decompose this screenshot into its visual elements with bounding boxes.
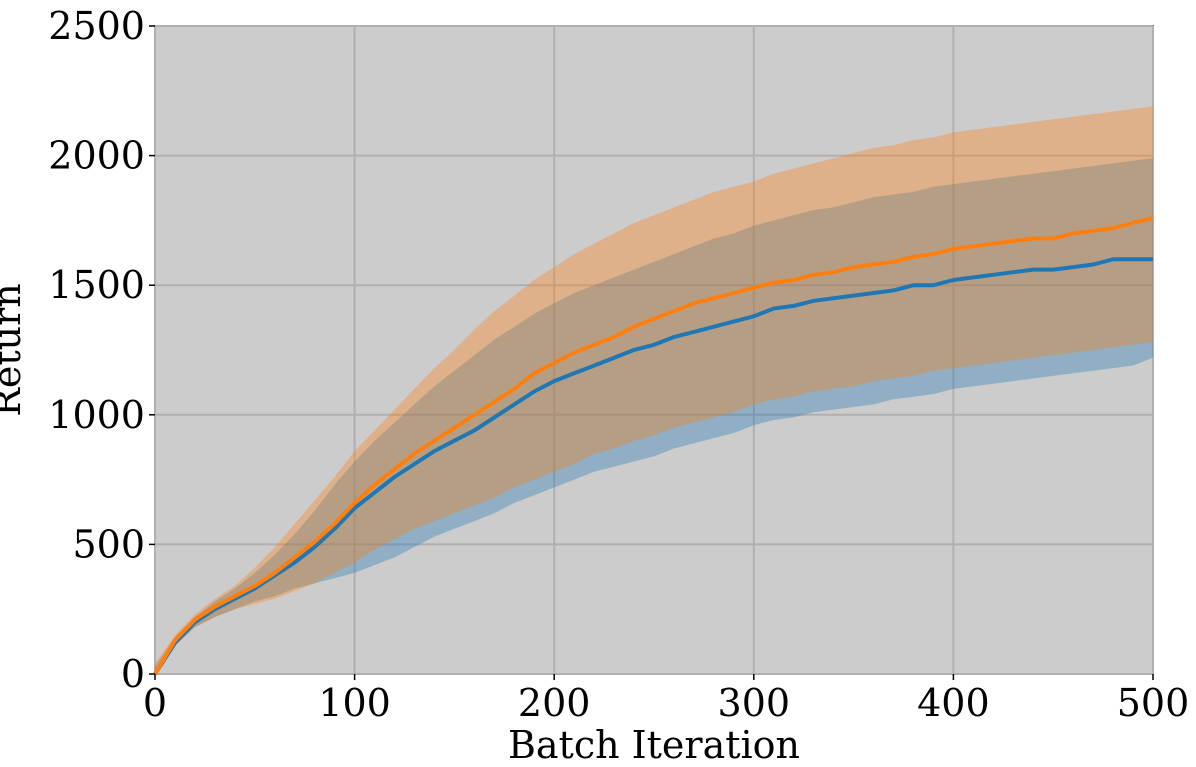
plot-background (154, 25, 1154, 675)
y-tick-label: 2500 (48, 4, 145, 48)
series-2-line (153, 215, 1154, 676)
grid (154, 25, 1154, 675)
y-tick-label: 2000 (48, 134, 145, 178)
y-tick-label: 0 (121, 652, 145, 696)
y-axis-label: Return (0, 283, 29, 416)
x-tick-label: 0 (143, 681, 167, 725)
series-1-line (153, 257, 1153, 676)
y-tick-label: 1000 (48, 393, 145, 437)
y-tick-label: 500 (72, 522, 145, 566)
x-axis-label: Batch Iteration (508, 723, 800, 762)
x-tick-label: 500 (1117, 681, 1190, 725)
tick-labels: 0 100 200 300 400 500 0 500 1000 1500 2000 2500 (48, 4, 1189, 725)
x-tick-label: 400 (917, 681, 990, 725)
series-lines (153, 215, 1154, 676)
x-tick-label: 100 (318, 681, 391, 725)
x-tick-label: 200 (518, 681, 591, 725)
x-tick-label: 300 (718, 681, 791, 725)
y-tick-label: 1500 (48, 263, 145, 307)
series-2-band (155, 106, 1153, 674)
